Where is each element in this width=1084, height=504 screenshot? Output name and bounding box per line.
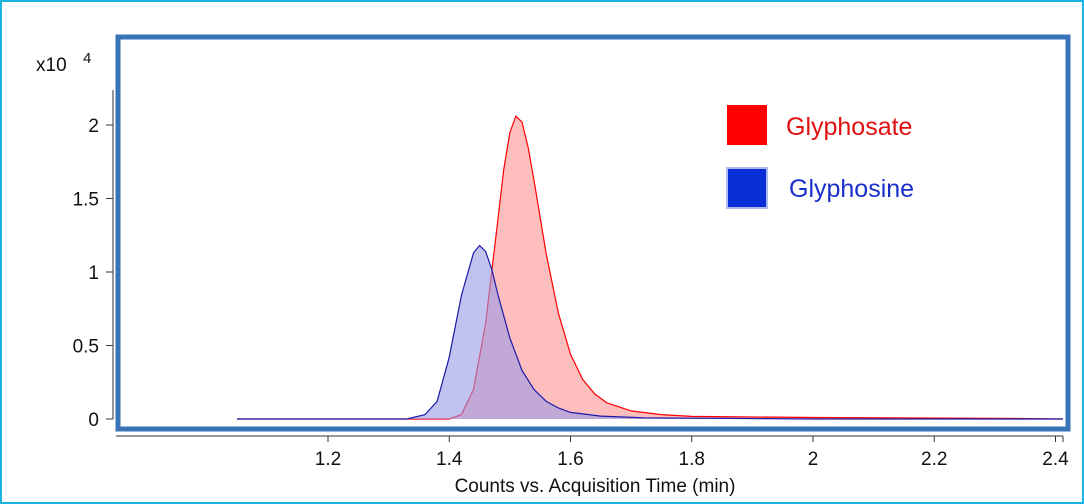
- x-tick-label: 1.6: [557, 449, 583, 470]
- y-multiplier-exponent: 4: [83, 50, 91, 67]
- axes: 0 0.5 1 1.5 2 1.2 1.4 1.6 1.8 2 2.2 2.4: [73, 90, 1069, 470]
- legend-swatch-glyphosate: [727, 105, 767, 145]
- series-fill-glyphosate: [237, 116, 1064, 419]
- x-tick-label: 2.4: [1042, 449, 1069, 470]
- y-multiplier-label: x10: [36, 55, 67, 76]
- series-line-glyphosate: [237, 115, 1064, 420]
- legend: Glyphosate Glyphosine: [726, 105, 914, 209]
- series-line-glyphosine: [237, 244, 1063, 420]
- x-tick-label: 2.2: [921, 449, 947, 470]
- y-tick-label: 1: [88, 263, 99, 284]
- x-tick-label: 1.8: [679, 449, 705, 470]
- plot-areas: [237, 115, 1064, 420]
- y-tick-label: 0: [88, 410, 99, 431]
- y-tick-label: 2: [88, 116, 99, 137]
- y-tick-label: 0.5: [73, 337, 99, 358]
- x-tick-label: 1.2: [315, 449, 341, 470]
- legend-label-glyphosine: Glyphosine: [789, 175, 914, 203]
- highlight-box: [115, 34, 1071, 432]
- x-axis-title: Counts vs. Acquisition Time (min): [455, 476, 736, 497]
- x-tick-label: 2: [808, 449, 819, 470]
- legend-label-glyphosate: Glyphosate: [786, 113, 912, 141]
- x-tick-label: 1.4: [436, 449, 463, 470]
- legend-swatch-glyphosine: [726, 167, 768, 209]
- series-fill-glyphosine: [237, 245, 1064, 419]
- y-tick-label: 1.5: [73, 190, 99, 211]
